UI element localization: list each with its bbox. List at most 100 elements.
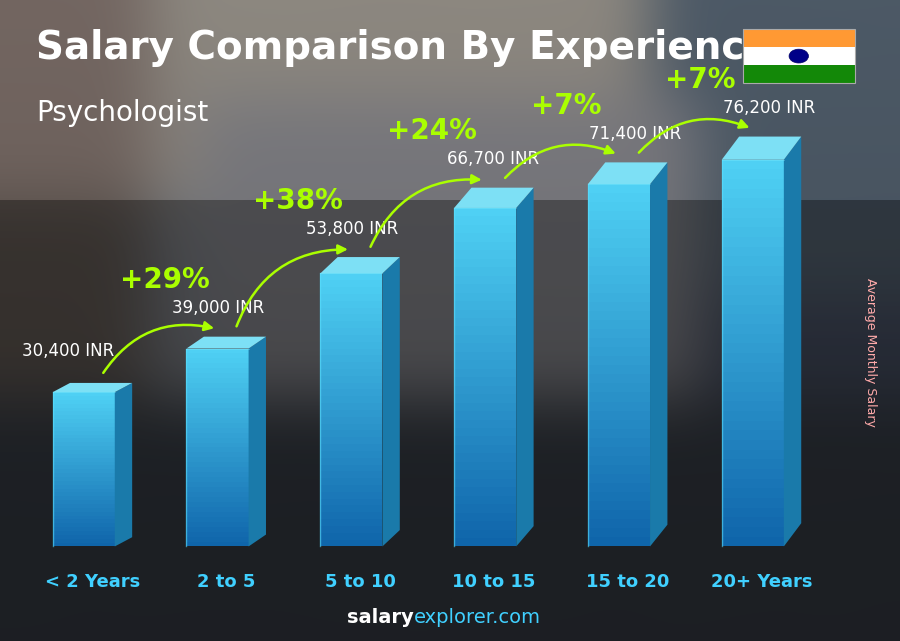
Polygon shape [186, 492, 248, 497]
Polygon shape [52, 458, 115, 462]
Polygon shape [722, 382, 784, 392]
Polygon shape [186, 531, 248, 537]
Text: 5 to 10: 5 to 10 [325, 573, 395, 591]
Polygon shape [722, 169, 784, 179]
Polygon shape [186, 403, 248, 408]
Polygon shape [722, 237, 784, 247]
Polygon shape [186, 458, 248, 462]
Polygon shape [320, 280, 382, 287]
Polygon shape [186, 537, 248, 542]
Polygon shape [382, 257, 400, 546]
Text: 2 to 5: 2 to 5 [197, 573, 256, 591]
Polygon shape [454, 267, 517, 276]
Polygon shape [52, 450, 115, 454]
Polygon shape [722, 537, 784, 546]
Polygon shape [722, 247, 784, 256]
Polygon shape [722, 160, 784, 169]
Polygon shape [52, 465, 115, 469]
Polygon shape [722, 508, 784, 517]
Polygon shape [722, 199, 784, 208]
Polygon shape [320, 540, 382, 546]
Polygon shape [186, 423, 248, 428]
Polygon shape [186, 487, 248, 492]
Polygon shape [454, 259, 517, 267]
Polygon shape [186, 542, 248, 546]
Polygon shape [588, 238, 650, 247]
Polygon shape [722, 431, 784, 440]
Polygon shape [588, 401, 650, 411]
Polygon shape [320, 362, 382, 369]
Polygon shape [722, 285, 784, 295]
Polygon shape [320, 533, 382, 540]
Polygon shape [186, 408, 248, 413]
Text: +7%: +7% [664, 66, 735, 94]
Polygon shape [588, 537, 650, 546]
Polygon shape [186, 428, 248, 433]
Polygon shape [186, 462, 248, 467]
Polygon shape [186, 447, 248, 453]
Polygon shape [320, 424, 382, 430]
Text: Psychologist: Psychologist [36, 99, 208, 128]
Polygon shape [588, 447, 650, 456]
Text: +7%: +7% [531, 92, 601, 120]
Polygon shape [52, 538, 115, 542]
Polygon shape [248, 337, 266, 546]
Polygon shape [320, 478, 382, 485]
Polygon shape [52, 383, 132, 392]
Polygon shape [454, 352, 517, 360]
Polygon shape [722, 517, 784, 527]
Polygon shape [52, 481, 115, 485]
Polygon shape [52, 454, 115, 458]
Polygon shape [588, 492, 650, 501]
Polygon shape [186, 442, 248, 447]
Polygon shape [588, 293, 650, 302]
Text: +29%: +29% [120, 266, 210, 294]
Polygon shape [52, 469, 115, 473]
Polygon shape [320, 451, 382, 458]
Polygon shape [454, 369, 517, 377]
Polygon shape [52, 438, 115, 442]
Polygon shape [588, 221, 650, 229]
Polygon shape [588, 474, 650, 483]
Polygon shape [52, 473, 115, 477]
Polygon shape [52, 392, 115, 396]
Text: 20+ Years: 20+ Years [711, 573, 812, 591]
Polygon shape [454, 292, 517, 301]
Polygon shape [186, 472, 248, 477]
Polygon shape [52, 527, 115, 531]
Polygon shape [722, 324, 784, 334]
Polygon shape [454, 344, 517, 352]
Polygon shape [186, 522, 248, 527]
Polygon shape [588, 392, 650, 401]
Polygon shape [454, 529, 517, 538]
Text: +38%: +38% [254, 187, 343, 215]
Polygon shape [588, 311, 650, 320]
Polygon shape [52, 504, 115, 508]
Polygon shape [454, 487, 517, 495]
Polygon shape [454, 513, 517, 521]
Polygon shape [186, 358, 248, 363]
Polygon shape [186, 482, 248, 487]
Polygon shape [320, 430, 382, 437]
Polygon shape [722, 266, 784, 276]
Polygon shape [320, 335, 382, 342]
Polygon shape [588, 483, 650, 492]
Polygon shape [588, 411, 650, 420]
Polygon shape [52, 485, 115, 488]
Text: 53,800 INR: 53,800 INR [306, 220, 398, 238]
Polygon shape [320, 257, 400, 274]
Polygon shape [454, 403, 517, 411]
Polygon shape [52, 523, 115, 527]
Polygon shape [186, 378, 248, 383]
Polygon shape [320, 383, 382, 390]
Polygon shape [454, 225, 517, 233]
Polygon shape [722, 440, 784, 450]
Polygon shape [320, 328, 382, 335]
Polygon shape [588, 420, 650, 429]
Polygon shape [722, 218, 784, 228]
Polygon shape [186, 363, 248, 369]
Polygon shape [320, 369, 382, 376]
Polygon shape [320, 519, 382, 526]
Polygon shape [454, 284, 517, 292]
Polygon shape [722, 304, 784, 315]
